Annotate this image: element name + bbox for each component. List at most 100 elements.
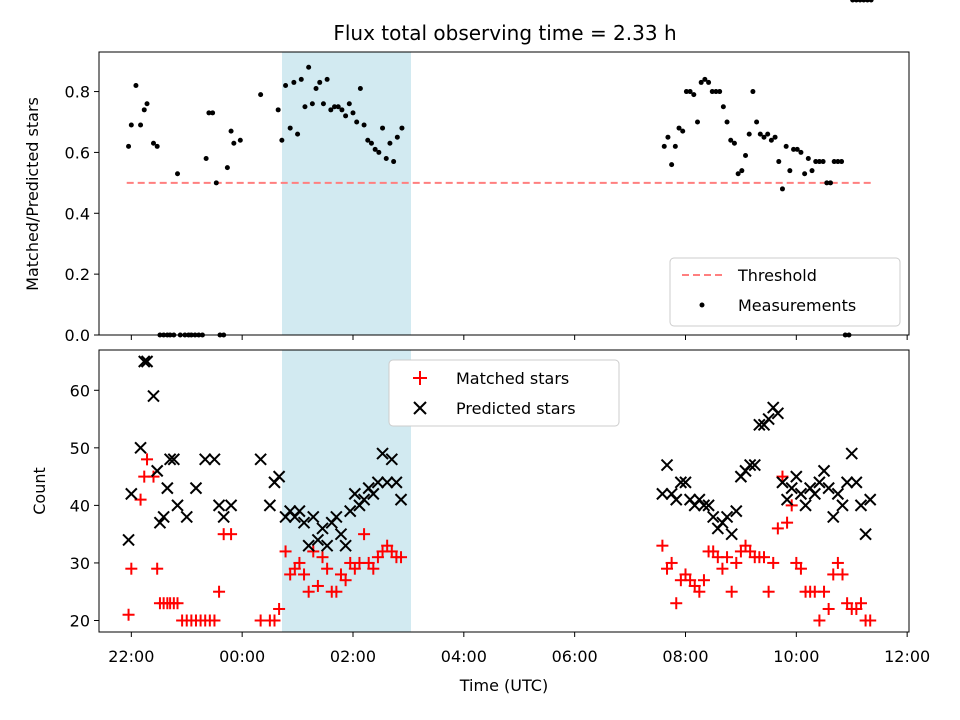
measurement-point: [735, 171, 741, 177]
predicted-star-point: [702, 499, 715, 512]
measurement-point: [824, 180, 830, 186]
x-tick-label: 22:00: [108, 647, 154, 666]
measurement-point: [809, 168, 815, 174]
x-tick-label: 00:00: [219, 647, 265, 666]
threshold-legend-label: Threshold: [737, 266, 817, 285]
measurement-point: [372, 146, 378, 152]
matched-star-point: [268, 614, 281, 627]
predicted-star-point: [167, 453, 181, 466]
measurement-point: [361, 122, 367, 128]
matched-star-point: [670, 597, 683, 610]
x-tick-label: 02:00: [330, 647, 376, 666]
measurement-point: [676, 125, 682, 131]
matched-star-point: [171, 597, 184, 610]
measurement-point: [141, 107, 147, 113]
measurement-point: [787, 168, 793, 174]
measurement-point: [313, 86, 319, 92]
measurement-point: [853, 0, 859, 3]
predicted-star-point: [293, 504, 306, 518]
measurement-point: [203, 156, 209, 162]
predicted-star-point: [138, 355, 151, 368]
measurement-point: [383, 156, 389, 162]
measurement-point: [779, 186, 785, 192]
predicted-star-point: [212, 499, 226, 512]
predicted-star-point: [822, 481, 835, 495]
measurement-point: [791, 146, 797, 152]
bottom-y-tick-label: 20: [70, 611, 90, 630]
bottom-y-ticks: 20 30 40 50 60: [70, 381, 99, 630]
measurement-point: [665, 134, 671, 140]
predicted-star-point: [794, 487, 808, 501]
measurement-point: [750, 89, 756, 95]
top-y-tick-label: 0.2: [65, 265, 90, 284]
measurement-point: [669, 162, 675, 168]
measurement-point: [306, 64, 312, 70]
measurement-point: [224, 165, 230, 171]
measurement-point: [237, 137, 243, 143]
predicted-star-point: [199, 453, 212, 466]
predicted-star-point: [656, 487, 669, 501]
measurement-point: [720, 104, 726, 110]
measurement-point: [694, 119, 700, 125]
measurement-point: [687, 89, 693, 95]
measurement-point: [144, 101, 150, 107]
measurement-point: [761, 134, 767, 140]
measurement-point: [335, 104, 341, 110]
predicted-star-point: [753, 418, 766, 432]
measurement-point: [317, 79, 323, 85]
predicted-star-point: [348, 487, 362, 501]
measurement-point: [706, 79, 712, 85]
measurement-point: [302, 104, 308, 110]
measurement-point: [850, 0, 856, 3]
predicted-star-point: [224, 499, 238, 512]
predicted-star-point: [122, 533, 135, 547]
predicted-star-point: [217, 510, 230, 524]
bottom-y-tick-label: 30: [70, 554, 90, 573]
measurement-point: [133, 82, 139, 88]
measurements-legend-swatch: [699, 302, 705, 308]
measurement-point: [138, 122, 144, 128]
predicted-star-point: [307, 510, 320, 524]
top-axes: 0.00.20.40.60.8 Matched/Predicted stars …: [23, 0, 910, 345]
measurement-point: [765, 131, 771, 137]
bottom-y-tick-label: 40: [70, 496, 90, 515]
measurement-point: [746, 131, 752, 137]
bottom-marks: [122, 355, 877, 627]
predicted-star-point: [376, 447, 389, 460]
measurement-point: [831, 159, 837, 165]
matched-star-point: [339, 574, 352, 587]
matched-star-point: [836, 568, 849, 581]
measurement-point: [343, 113, 349, 119]
matched-star-point: [693, 585, 706, 598]
measurement-point: [783, 143, 789, 149]
matched-star-point: [225, 528, 238, 541]
measurement-point: [754, 119, 760, 125]
measurement-point: [150, 140, 156, 146]
bottom-legend: Matched stars Predicted stars: [388, 359, 620, 427]
matched-star-point: [311, 579, 324, 592]
predicted-star-point: [390, 476, 403, 489]
measurement-point: [813, 159, 819, 165]
measurement-point: [328, 107, 334, 113]
measurement-point: [691, 92, 697, 98]
measurement-point: [816, 159, 822, 165]
bottom-x-ticks: 22:00 00:00 02:00 04:00 06:00 08:00 10:00 12:00: [108, 632, 930, 666]
top-highlight-span: [282, 52, 411, 335]
top-y-tick-label: 0.0: [65, 326, 90, 345]
predicted-star-point: [367, 487, 380, 501]
measurement-point: [231, 140, 237, 146]
measurement-point: [275, 107, 281, 113]
measurement-point: [320, 101, 326, 107]
matched-star-point: [122, 608, 135, 621]
measurement-point: [350, 110, 356, 116]
predicted-star-point: [140, 355, 154, 368]
predicted-star-point: [371, 476, 385, 489]
measurement-point: [309, 101, 315, 107]
predicted-star-point: [725, 527, 738, 541]
top-legend-frame: [669, 257, 901, 327]
predicted-star-point: [785, 481, 798, 495]
matched-star-point: [813, 614, 826, 627]
measurement-point: [298, 76, 304, 82]
predicted-star-point: [674, 476, 688, 489]
predicted-star-point: [161, 481, 174, 495]
